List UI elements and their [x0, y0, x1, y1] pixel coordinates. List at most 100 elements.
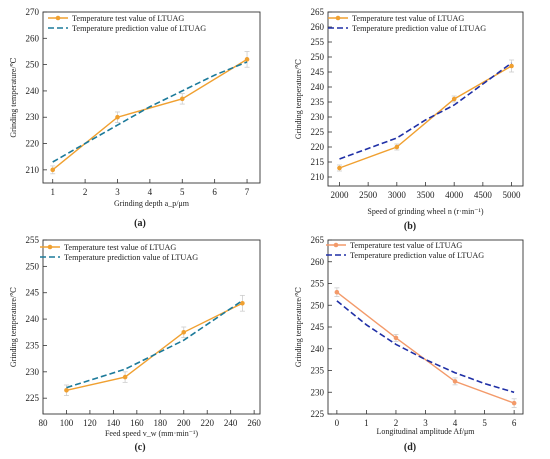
x-tick-label: 100 — [60, 418, 74, 428]
chart-panel-1: 1 2 3 4 5 6 7 210 220 230 240 250 260 270 Grinding dep… — [9, 7, 261, 229]
y-tick-label: 255 — [26, 235, 40, 245]
test-data-point — [122, 374, 128, 380]
y-tick-label: 265 — [311, 7, 325, 17]
x-tick-label: 120 — [83, 418, 97, 428]
legend-label: Temperature test value of LTUAG — [72, 14, 184, 23]
y-tick-label: 260 — [311, 257, 325, 267]
x-tick-label: 160 — [130, 418, 144, 428]
legend-marker — [55, 15, 61, 21]
x-tick-label: 3000 — [388, 190, 407, 200]
y-tick-label: 240 — [311, 82, 325, 92]
x-tick-label: 4 — [453, 418, 458, 428]
x-tick-label: 6 — [512, 418, 517, 428]
plot-frame — [327, 11, 524, 187]
y-tick-label: 245 — [311, 67, 325, 77]
y-tick-label: 225 — [311, 127, 325, 137]
x-tick-label: 2500 — [359, 190, 378, 200]
prediction-series-line — [336, 300, 515, 394]
legend-marker — [335, 15, 341, 21]
y-tick-label: 210 — [26, 165, 40, 175]
test-data-point — [393, 335, 399, 341]
prediction-series-line — [52, 61, 248, 163]
test-data-point — [244, 57, 250, 62]
legend-label: Temperature prediction value of LTUAG — [64, 253, 198, 262]
x-axis-title: Longitudinal amplitude Af/μm — [376, 427, 475, 436]
test-data-point — [115, 114, 120, 120]
y-tick-label: 230 — [311, 387, 325, 397]
test-series-line — [52, 58, 248, 171]
x-tick-label: 220 — [200, 418, 214, 428]
panel-label: (d) — [404, 442, 416, 453]
y-tick-label: 235 — [26, 340, 40, 350]
x-tick-label: 5 — [482, 418, 487, 428]
test-data-point — [240, 300, 245, 306]
y-tick-label: 250 — [26, 261, 40, 271]
plot-frame — [42, 11, 261, 184]
panel-label: (c) — [134, 442, 145, 453]
x-axis-title: Speed of grinding wheel n (r·min⁻¹) — [367, 207, 483, 216]
x-tick-label: 3 — [115, 187, 120, 197]
y-axis-title: Grinding temperature/℃ — [9, 287, 18, 367]
y-tick-label: 245 — [311, 322, 325, 332]
y-tick-label: 235 — [311, 97, 325, 107]
test-data-point — [451, 96, 457, 102]
plot-frame — [42, 239, 261, 415]
y-tick-label: 260 — [311, 22, 325, 32]
y-tick-label: 240 — [311, 344, 325, 354]
x-tick-label: 5000 — [503, 190, 522, 200]
x-tick-label: 3 — [423, 418, 428, 428]
x-tick-label: 4500 — [474, 190, 493, 200]
y-tick-label: 230 — [26, 367, 40, 377]
test-data-point — [509, 63, 514, 69]
y-tick-label: 260 — [26, 33, 40, 43]
legend-label: Temperature prediction value of LTUAG — [352, 24, 486, 33]
test-data-point — [64, 387, 69, 393]
legend-label: Temperature test value of LTUAG — [352, 14, 464, 23]
legend-label: Temperature prediction value of LTUAG — [72, 24, 206, 33]
y-tick-label: 250 — [26, 60, 40, 70]
chart-panel-3: 80 100 120 140 160 180 200 220 240 260 225 230 235 24… — [9, 235, 261, 453]
x-tick-label: 3500 — [417, 190, 436, 200]
y-tick-label: 240 — [26, 314, 40, 324]
panel-label: (a) — [134, 218, 146, 229]
chart-panel-4: 0 1 2 3 4 5 6 225 230 235 240 245 250 255 260 265 Longit… — [294, 235, 524, 453]
y-tick-label: 220 — [311, 142, 325, 152]
prediction-series-line — [66, 299, 243, 389]
test-data-point — [337, 165, 342, 171]
x-tick-label: 0 — [335, 418, 340, 428]
x-axis-title: Grinding depth a_p/μm — [114, 199, 190, 208]
y-axis-title: Grinding temperature/℃ — [294, 287, 303, 367]
y-axis-title: Grinding temperature/℃ — [9, 57, 18, 137]
y-tick-label: 215 — [311, 157, 325, 167]
y-tick-label: 270 — [26, 7, 40, 17]
y-tick-label: 230 — [26, 112, 40, 122]
x-tick-label: 1 — [364, 418, 369, 428]
legend-label: Temperature prediction value of LTUAG — [350, 251, 484, 260]
test-series-line — [336, 291, 515, 404]
x-tick-label: 6 — [212, 187, 217, 197]
y-tick-label: 225 — [26, 393, 40, 403]
test-data-point — [181, 329, 187, 335]
y-tick-label: 255 — [311, 279, 325, 289]
x-tick-label: 2000 — [330, 190, 349, 200]
legend-marker — [47, 244, 53, 250]
x-tick-label: 80 — [39, 418, 49, 428]
x-tick-label: 140 — [107, 418, 121, 428]
x-tick-label: 2 — [83, 187, 88, 197]
test-series-line — [339, 65, 512, 169]
test-data-point — [511, 400, 517, 406]
y-tick-label: 240 — [26, 86, 40, 96]
plot-frame — [327, 239, 524, 415]
x-tick-label: 4 — [148, 187, 153, 197]
test-data-point — [452, 379, 458, 384]
x-tick-label: 2 — [394, 418, 399, 428]
chart-panel-2: 2000 2500 3000 3500 4000 4500 5000 210 215 220 225… — [294, 7, 524, 232]
y-tick-label: 220 — [26, 139, 40, 149]
x-tick-label: 180 — [154, 418, 168, 428]
legend-marker — [333, 242, 339, 248]
y-tick-label: 265 — [311, 235, 325, 245]
x-tick-label: 5 — [180, 187, 185, 197]
test-data-point — [394, 144, 400, 150]
y-tick-label: 210 — [311, 172, 325, 182]
